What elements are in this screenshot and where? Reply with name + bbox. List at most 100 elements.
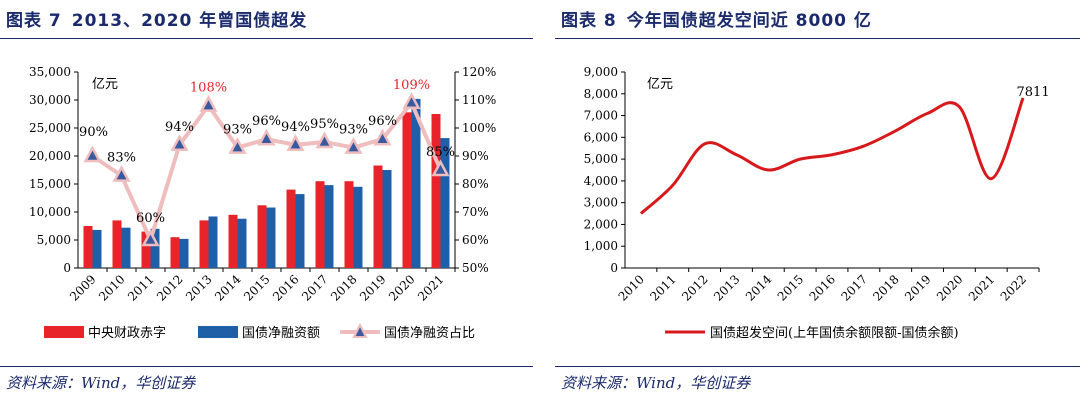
left-tick-label: 20,000 [29, 149, 71, 163]
bar-net-financing [324, 185, 334, 268]
y-tick-label: 6,000 [584, 130, 618, 144]
bar-net-financing [150, 228, 160, 268]
right-tick-label: 120% [462, 65, 496, 79]
x-tick-label: 2013 [711, 272, 742, 303]
title-rule [555, 38, 1080, 39]
x-tick-label: 2021 [966, 272, 997, 303]
chart-2-source: 资料来源：Wind，华创证券 [561, 374, 751, 392]
capacity-line [639, 97, 1025, 215]
ratio-data-label: 95% [310, 117, 339, 132]
x-tick-label: 2014 [212, 272, 244, 304]
bar-net-financing [382, 170, 392, 268]
y-tick-label: 1,000 [584, 239, 618, 253]
chart-1-title-text: 2013、2020 年曾国债超发 [71, 11, 308, 31]
left-tick-label: 30,000 [29, 93, 71, 107]
right-tick-label: 50% [462, 261, 489, 275]
chart-1-fig-label: 图表 7 [6, 11, 62, 31]
bar-net-financing [179, 238, 189, 268]
y-tick-label: 3,000 [584, 196, 618, 210]
x-tick-label: 2015 [241, 272, 272, 303]
x-tick-label: 2016 [807, 272, 838, 303]
bar-deficit [344, 181, 354, 268]
bar-deficit [83, 226, 93, 268]
legend-marker-ratio [352, 322, 368, 338]
x-tick-label: 2013 [183, 272, 214, 303]
ratio-marker [373, 128, 392, 146]
x-tick-label: 2017 [838, 272, 869, 303]
ratio-marker [83, 145, 102, 163]
left-tick-label: 35,000 [29, 65, 71, 79]
ratio-data-label: 93% [339, 123, 368, 138]
source-rule [0, 366, 533, 367]
ratio-marker [112, 164, 131, 182]
left-tick-label: 5,000 [37, 233, 71, 247]
ratio-data-label: 96% [252, 114, 281, 129]
ratio-marker [315, 131, 334, 149]
ratio-data-label: 94% [165, 120, 194, 135]
x-tick-label: 2019 [902, 272, 933, 303]
ratio-marker [170, 134, 189, 152]
ratio-marker [257, 128, 276, 146]
bar-deficit [257, 205, 267, 268]
bar-deficit [141, 231, 151, 268]
ratio-data-label: 85% [426, 145, 455, 160]
ratio-marker [228, 136, 247, 154]
right-tick-label: 90% [462, 149, 489, 163]
legend-label-ratio: 国债净融资占比 [384, 326, 475, 341]
chart-2-fig-label: 图表 8 [561, 11, 617, 31]
ratio-data-label: 108% [190, 81, 227, 96]
bar-deficit [373, 165, 383, 268]
right-tick-label: 100% [462, 121, 496, 135]
legend-label-capacity: 国债超发空间(上年国债余额限额-国债余额) [710, 325, 959, 341]
ratio-data-label: 109% [393, 78, 430, 93]
ratio-data-label: 94% [281, 120, 310, 135]
x-tick-label: 2020 [386, 272, 417, 303]
x-tick-label: 2018 [870, 272, 901, 303]
chart-2-title-text: 今年国债超发空间近 8000 亿 [626, 11, 872, 31]
bar-net-financing [92, 229, 102, 268]
title-rule [0, 38, 533, 39]
y-tick-label: 4,000 [584, 174, 618, 188]
chart-panel-1: 图表 7 2013、2020 年曾国债超发 0 5,000 10,000 15,000 2… [0, 0, 533, 402]
chart-1-title: 图表 7 2013、2020 年曾国债超发 [6, 6, 317, 31]
x-tick-label: 2011 [125, 272, 156, 303]
end-value-label: 7811 [1017, 85, 1050, 100]
ratio-data-label: 96% [368, 114, 397, 129]
ratio-marker [344, 136, 363, 154]
bar-deficit [315, 181, 325, 268]
unit-label: 亿元 [92, 77, 118, 92]
ratio-marker [141, 229, 160, 247]
y-tick-label: 7,000 [584, 109, 618, 123]
x-tick-label: 2015 [775, 272, 806, 303]
x-tick-label: 2016 [270, 272, 301, 303]
source-rule [555, 366, 1080, 367]
chart-1-svg: 0 5,000 10,000 15,000 20,000 25,000 30,000 35,0… [29, 65, 496, 341]
bar-net-financing [440, 138, 450, 268]
x-tick-label: 2012 [154, 272, 185, 303]
bar-deficit [228, 214, 238, 268]
x-tick-label: 2017 [299, 272, 330, 303]
bar-net-financing [353, 186, 363, 268]
unit-label: 亿元 [647, 77, 673, 92]
x-tick-label: 2010 [616, 272, 647, 303]
legend-swatch-deficit [44, 326, 84, 338]
chart-panel-2: 图表 8 今年国债超发空间近 8000 亿 0 1,000 2,000 3,000 4,0… [555, 0, 1080, 402]
x-tick-label: 2010 [96, 272, 127, 303]
bar-deficit [431, 114, 441, 268]
right-tick-label: 60% [462, 233, 489, 247]
bar-net-financing [295, 194, 305, 268]
x-tick-label: 2018 [328, 272, 359, 303]
chart-1-source: 资料来源：Wind，华创证券 [6, 374, 196, 392]
left-tick-label: 15,000 [29, 177, 71, 191]
chart-2-title: 图表 8 今年国债超发空间近 8000 亿 [561, 6, 882, 31]
ratio-data-label: 83% [107, 151, 136, 166]
bar-deficit [170, 237, 180, 268]
bar-net-financing [208, 216, 218, 268]
left-tick-label: 10,000 [29, 205, 71, 219]
bar-net-financing [121, 227, 131, 268]
x-tick-label: 2012 [679, 272, 710, 303]
x-tick-label: 2009 [67, 272, 98, 303]
ratio-data-label: 90% [79, 125, 108, 140]
legend-label-deficit: 中央财政赤字 [88, 326, 166, 341]
left-tick-label: 25,000 [29, 121, 71, 135]
